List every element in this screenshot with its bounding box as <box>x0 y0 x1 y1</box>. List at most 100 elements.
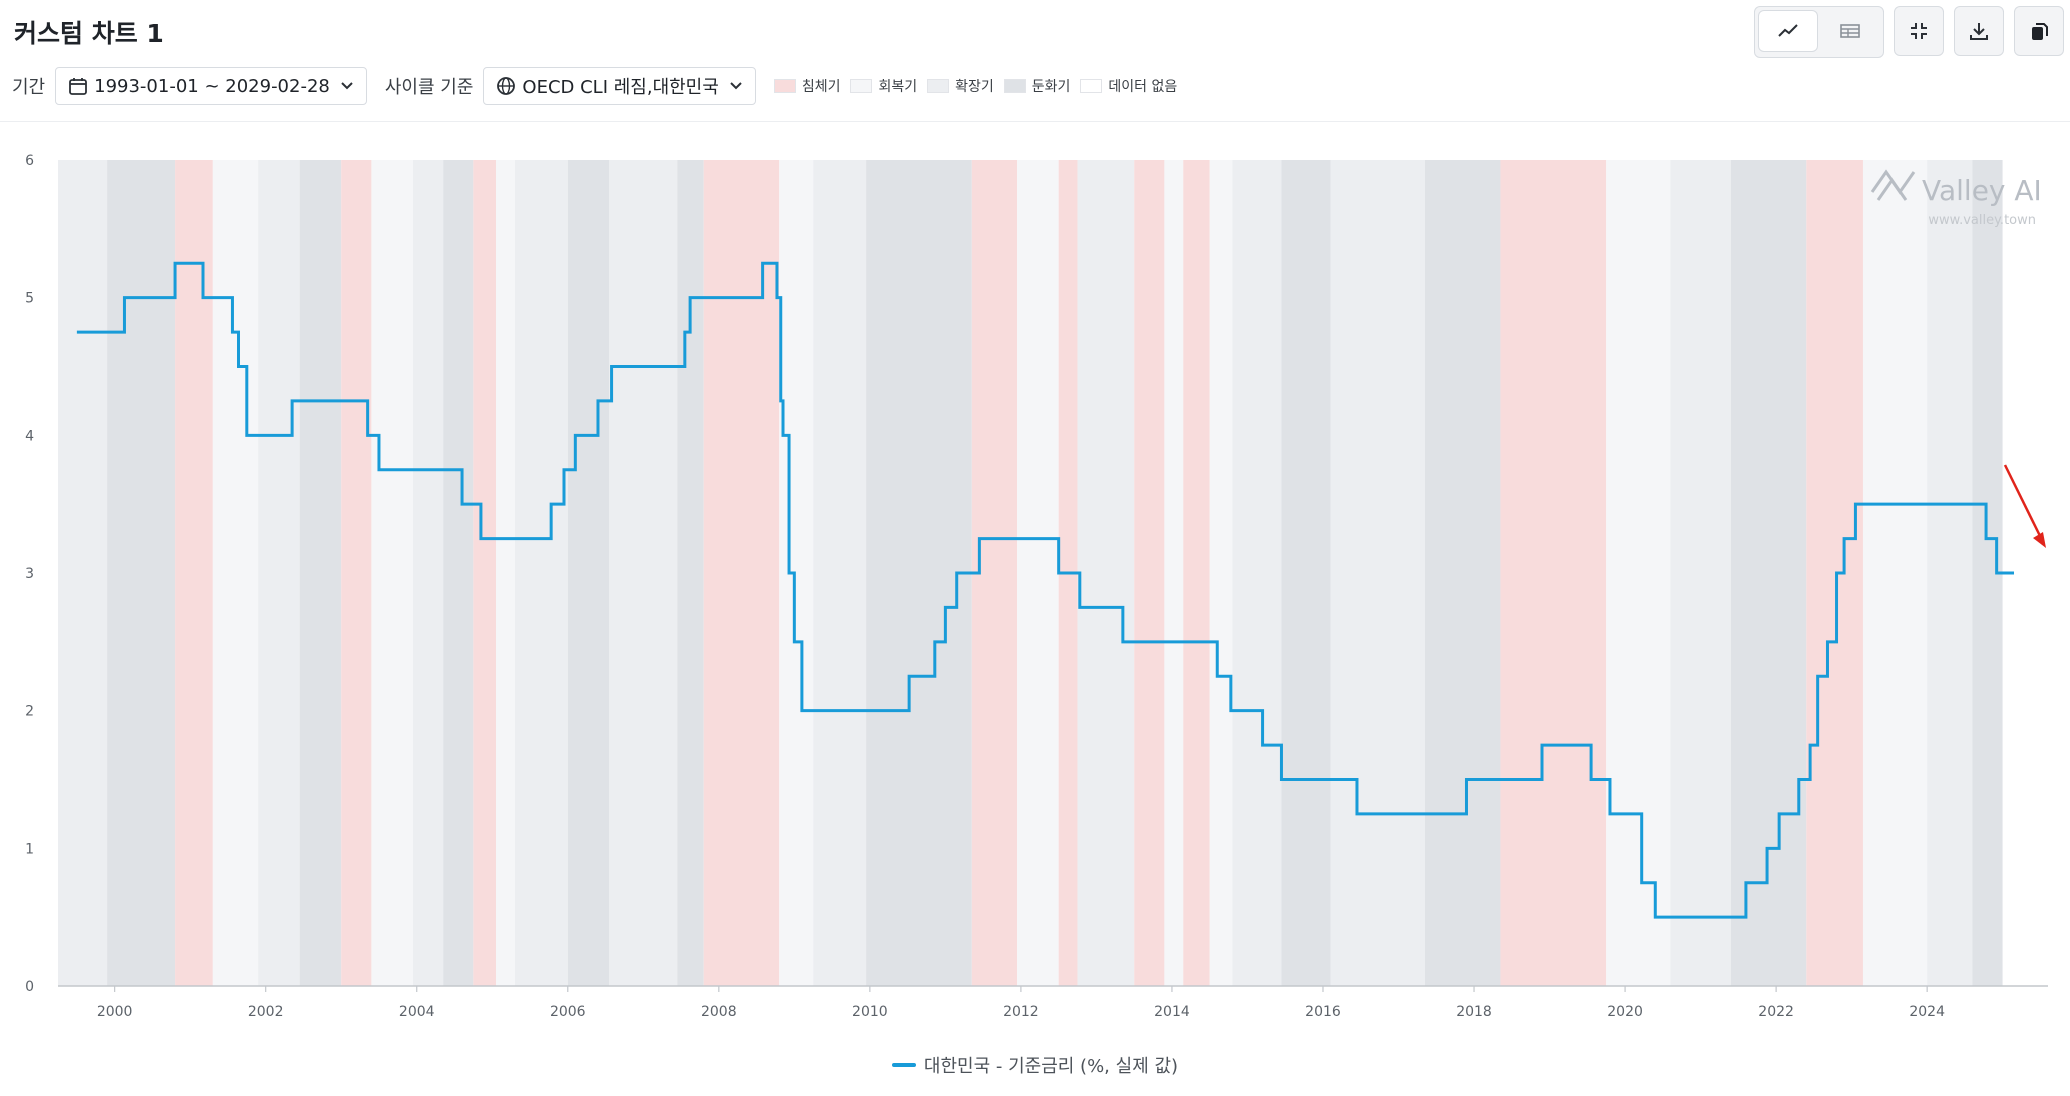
table-view-button[interactable] <box>1821 11 1879 51</box>
x-tick-label: 2022 <box>1758 1004 1794 1020</box>
regime-band <box>1500 160 1607 986</box>
regime-legend-item: 회복기 <box>850 76 917 96</box>
regime-band <box>567 160 610 986</box>
regime-band <box>258 160 300 986</box>
cycle-select[interactable]: OECD CLI 레짐,대한민국 <box>483 67 756 105</box>
watermark-brand: Valley AI <box>1922 174 2042 207</box>
regime-band <box>1017 160 1059 986</box>
valley-logo-icon <box>1870 169 1916 201</box>
regime-band <box>779 160 814 986</box>
regime-band <box>1077 160 1135 986</box>
cycle-value: OECD CLI 레짐,대한민국 <box>522 77 719 98</box>
regime-band <box>866 160 972 986</box>
cycle-label: 사이클 기준 <box>384 77 474 98</box>
series-legend-label: 대한민국 - 기준금리 (%, 실제 값) <box>923 1056 1179 1077</box>
copy-icon <box>2032 23 2048 40</box>
regime-band <box>703 160 780 986</box>
regime-band <box>371 160 413 986</box>
rate-chart: Valley AI www.valley.town 0 1 2 3 4 5 6 2000 2002 2… <box>25 153 2048 1020</box>
regime-band <box>175 160 213 986</box>
line-chart-icon <box>1778 24 1798 37</box>
watermark-url: www.valley.town <box>1928 213 2036 228</box>
x-tick-label: 2006 <box>550 1004 586 1020</box>
regime-swatch <box>773 79 796 93</box>
regime-band <box>1927 160 1973 986</box>
download-icon <box>1970 23 1988 40</box>
period-label: 기간 <box>12 77 46 98</box>
table-icon <box>1840 24 1860 38</box>
x-tick-label: 2018 <box>1456 1004 1492 1020</box>
page-title: 커스텀 차트 1 <box>14 19 164 48</box>
regime-band <box>514 160 568 986</box>
x-tick-label: 2008 <box>701 1004 737 1020</box>
regime-swatch <box>850 79 873 93</box>
regime-band <box>1670 160 1731 986</box>
regime-label: 침체기 <box>801 79 841 95</box>
regime-band <box>1232 160 1282 986</box>
regime-label: 데이터 없음 <box>1108 79 1178 95</box>
regime-band <box>412 160 444 986</box>
x-tick-label: 2004 <box>399 1004 435 1020</box>
series-line <box>76 261 2015 919</box>
x-tick-label: 2016 <box>1305 1004 1341 1020</box>
x-tick-label: 2014 <box>1154 1004 1190 1020</box>
regime-band <box>609 160 678 986</box>
chart-toolbar <box>1754 6 2064 58</box>
line-chart-view-button[interactable] <box>1759 11 1817 51</box>
regime-band <box>1134 160 1165 986</box>
regime-legend: 침체기 회복기 확장기 둔화기 데이터 없음 <box>773 76 1187 96</box>
regime-band <box>1730 160 1807 986</box>
regime-band <box>341 160 372 986</box>
chevron-down-icon <box>340 81 354 91</box>
period-value: 1993-01-01 ~ 2029-02-28 <box>94 75 330 97</box>
annotation-arrowhead <box>2033 532 2046 548</box>
regime-band <box>813 160 867 986</box>
regime-label: 둔화기 <box>1031 79 1071 95</box>
regime-band <box>1183 160 1210 986</box>
y-tick-label: 0 <box>25 979 34 995</box>
series-legend-swatch <box>891 1063 916 1067</box>
series-legend[interactable]: 대한민국 - 기준금리 (%, 실제 값) <box>0 1052 2070 1078</box>
filter-bar: 기간 1993-01-01 ~ 2029-02-28 사이클 기준 <box>12 66 1187 106</box>
y-tick-label: 3 <box>25 566 34 582</box>
y-tick-label: 1 <box>25 841 34 857</box>
x-tick-label: 2002 <box>248 1004 284 1020</box>
globe-icon <box>496 76 516 96</box>
regime-band <box>677 160 704 986</box>
download-button[interactable] <box>1954 6 2004 56</box>
regime-band <box>299 160 342 986</box>
x-tick-label: 2024 <box>1909 1004 1945 1020</box>
regime-band <box>1281 160 1331 986</box>
regime-band <box>1209 160 1233 986</box>
watermark: Valley AI www.valley.town <box>1870 169 2042 228</box>
regime-band <box>212 160 259 986</box>
regime-band <box>1424 160 1501 986</box>
regime-band <box>1164 160 1184 986</box>
x-tick-label: 2012 <box>1003 1004 1039 1020</box>
regime-band <box>107 160 176 986</box>
regime-band <box>58 160 108 986</box>
regime-swatch <box>1003 79 1026 93</box>
calendar-icon <box>68 76 88 96</box>
collapse-icon <box>1911 23 1927 39</box>
regime-swatch <box>927 79 950 93</box>
x-tick-label: 2010 <box>852 1004 888 1020</box>
y-tick-label: 2 <box>25 704 34 720</box>
regime-band <box>1330 160 1425 986</box>
chart-header: 커스텀 차트 1 <box>0 0 2070 122</box>
view-toggle <box>1754 6 1884 58</box>
x-tick-label: 2020 <box>1607 1004 1643 1020</box>
collapse-button[interactable] <box>1894 6 1944 56</box>
regime-band <box>496 160 515 986</box>
copy-button[interactable] <box>2014 6 2064 56</box>
x-tick-label: 2000 <box>97 1004 133 1020</box>
regime-swatch <box>1080 79 1103 93</box>
regime-band <box>473 160 497 986</box>
regime-band <box>1862 160 1928 986</box>
regime-legend-item: 데이터 없음 <box>1080 76 1177 96</box>
regime-legend-item: 확장기 <box>927 76 994 96</box>
regime-legend-item: 침체기 <box>773 76 841 96</box>
period-select[interactable]: 1993-01-01 ~ 2029-02-28 <box>55 67 367 105</box>
regime-band <box>443 160 474 986</box>
regime-legend-item: 둔화기 <box>1003 76 1071 96</box>
